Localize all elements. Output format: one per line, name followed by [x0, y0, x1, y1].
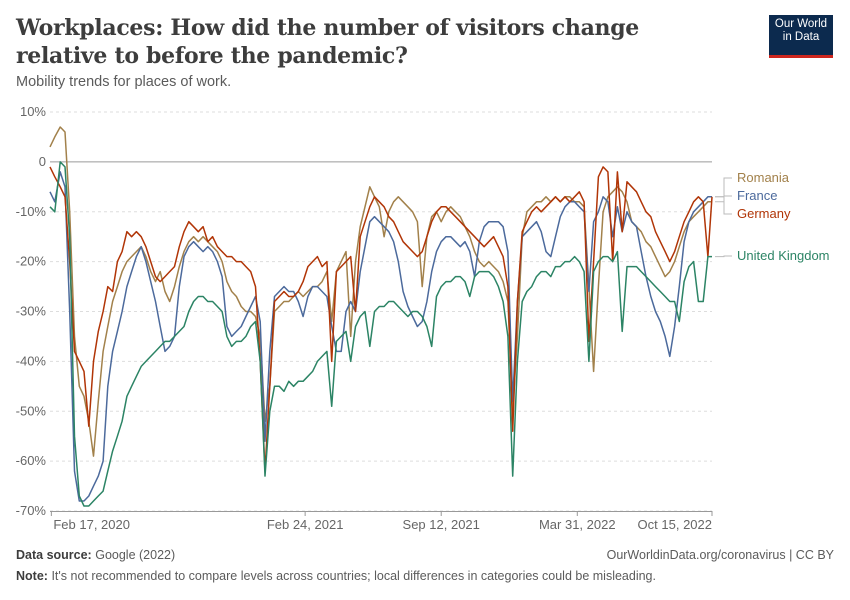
series-line-germany[interactable] [49, 166, 713, 472]
y-tick-label: -40% [16, 353, 47, 368]
logo-line-2: in Data [782, 31, 820, 43]
note-value: It's not recommended to compare levels a… [51, 569, 656, 583]
y-tick-label: -60% [16, 453, 47, 468]
line-chart[interactable]: 10% 0 -10% -20% -30% -40% -50% -60% -70% Feb 17,… [0, 0, 850, 540]
x-tick-label: Sep 12, 2021 [403, 517, 480, 532]
source-value: Google (2022) [95, 548, 176, 562]
label-connector [715, 255, 732, 258]
y-tick-label: 0 [39, 154, 46, 169]
chart-subtitle: Mobility trends for places of work. [16, 74, 232, 90]
x-tick-label: Mar 31, 2022 [539, 517, 616, 532]
chart-note: Note: It's not recommended to compare le… [16, 569, 656, 583]
series-labels: Romania France Germany United Kingdom [715, 170, 830, 263]
logo-line-1: Our World [774, 18, 828, 30]
note-label: Note: [16, 569, 48, 583]
owid-logo[interactable]: Our World in Data [769, 15, 833, 58]
y-axis: 10% 0 -10% -20% -30% -40% -50% -60% -70% [16, 104, 47, 518]
series-label[interactable]: Germany [737, 206, 791, 221]
x-tick-label: Feb 17, 2020 [53, 517, 130, 532]
series-line-romania[interactable] [49, 126, 712, 457]
x-tick-label: Feb 24, 2021 [267, 517, 344, 532]
series-label[interactable]: Romania [737, 170, 790, 185]
data-source: Data source: Google (2022) [16, 548, 175, 562]
source-label: Data source: [16, 548, 92, 562]
y-tick-label: 10% [20, 104, 46, 119]
grid-lines [50, 111, 712, 512]
series-label[interactable]: United Kingdom [737, 248, 830, 263]
series-line-united-kingdom[interactable] [49, 161, 712, 507]
series-label[interactable]: France [737, 188, 777, 203]
label-connector [715, 177, 732, 203]
series-lines [49, 126, 713, 507]
chart-title: Workplaces: How did the number of visito… [16, 15, 639, 69]
x-axis: Feb 17, 2020 Feb 24, 2021 Sep 12, 2021 Mar … [50, 511, 713, 532]
label-connector [715, 196, 732, 215]
source-url-link[interactable]: OurWorldinData.org/coronavirus | CC BY [606, 548, 834, 562]
x-tick-label: Oct 15, 2022 [638, 517, 712, 532]
y-tick-label: -50% [16, 403, 47, 418]
y-tick-label: -70% [16, 503, 47, 518]
y-tick-label: -20% [16, 254, 47, 269]
y-tick-label: -10% [16, 204, 47, 219]
y-tick-label: -30% [16, 304, 47, 319]
series-line-france[interactable] [49, 171, 712, 502]
